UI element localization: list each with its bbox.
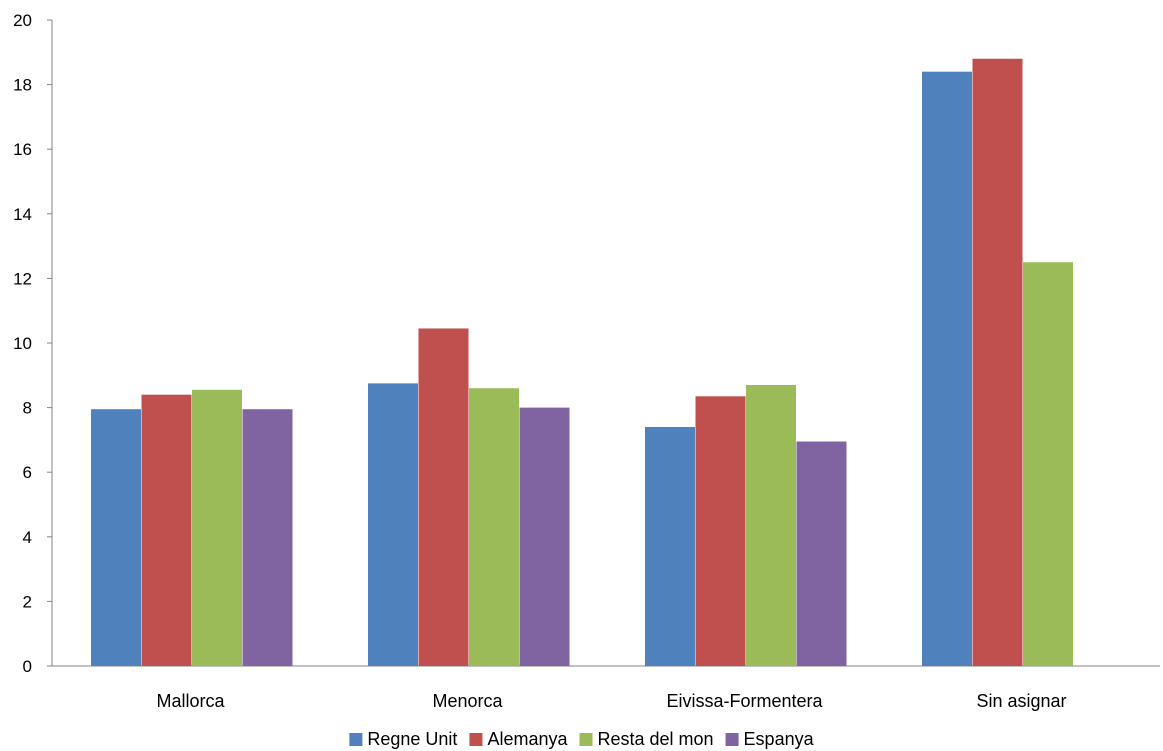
- legend-item: Alemanya: [469, 729, 568, 749]
- legend-label: Resta del mon: [597, 729, 713, 749]
- legend-item: Espanya: [725, 729, 815, 749]
- bar: [796, 441, 847, 666]
- legend-item: Resta del mon: [579, 729, 714, 749]
- y-tick-label: 18: [13, 76, 32, 95]
- legend-label: Espanya: [744, 729, 815, 749]
- bar: [519, 407, 570, 666]
- x-tick-label: Mallorca: [156, 691, 225, 711]
- legend-swatch: [469, 733, 483, 746]
- bar: [469, 388, 519, 666]
- x-axis: Mallorca Menorca Eivissa-Formentera Sin asi…: [52, 665, 1160, 711]
- y-tick-label: 0: [23, 657, 32, 676]
- bar: [192, 389, 242, 666]
- bar: [922, 71, 972, 667]
- bar: [746, 384, 796, 666]
- x-tick-label: Eivissa-Formentera: [666, 691, 823, 711]
- y-tick-label: 20: [13, 11, 32, 30]
- bars: [91, 58, 1073, 667]
- y-tick-label: 14: [13, 205, 32, 224]
- bar: [695, 396, 746, 666]
- legend: Regne Unit Alemanya Resta del mon Espanya: [349, 729, 815, 749]
- y-tick-label: 12: [13, 269, 32, 288]
- legend-item: Regne Unit: [349, 729, 457, 749]
- bar: [972, 58, 1023, 666]
- y-tick-label: 8: [23, 399, 32, 418]
- bar: [368, 383, 418, 666]
- y-tick-label: 6: [23, 463, 32, 482]
- y-axis: 0 2 4 6 8 10 12 14 16 18 20: [13, 11, 53, 676]
- y-tick-label: 2: [23, 592, 32, 611]
- bar: [141, 394, 192, 666]
- bar: [645, 426, 695, 666]
- x-tick-label: Sin asignar: [976, 691, 1066, 711]
- bar: [242, 409, 293, 666]
- x-tick-label: Menorca: [432, 691, 503, 711]
- legend-label: Regne Unit: [367, 729, 457, 749]
- y-tick-label: 16: [13, 140, 32, 159]
- y-tick-label: 10: [13, 334, 32, 353]
- legend-swatch: [579, 733, 593, 746]
- bar: [418, 328, 469, 666]
- legend-label: Alemanya: [487, 729, 568, 749]
- y-tick-label: 4: [23, 528, 32, 547]
- bar: [91, 409, 141, 666]
- legend-swatch: [725, 733, 739, 746]
- bar: [1023, 262, 1073, 666]
- legend-swatch: [349, 733, 363, 746]
